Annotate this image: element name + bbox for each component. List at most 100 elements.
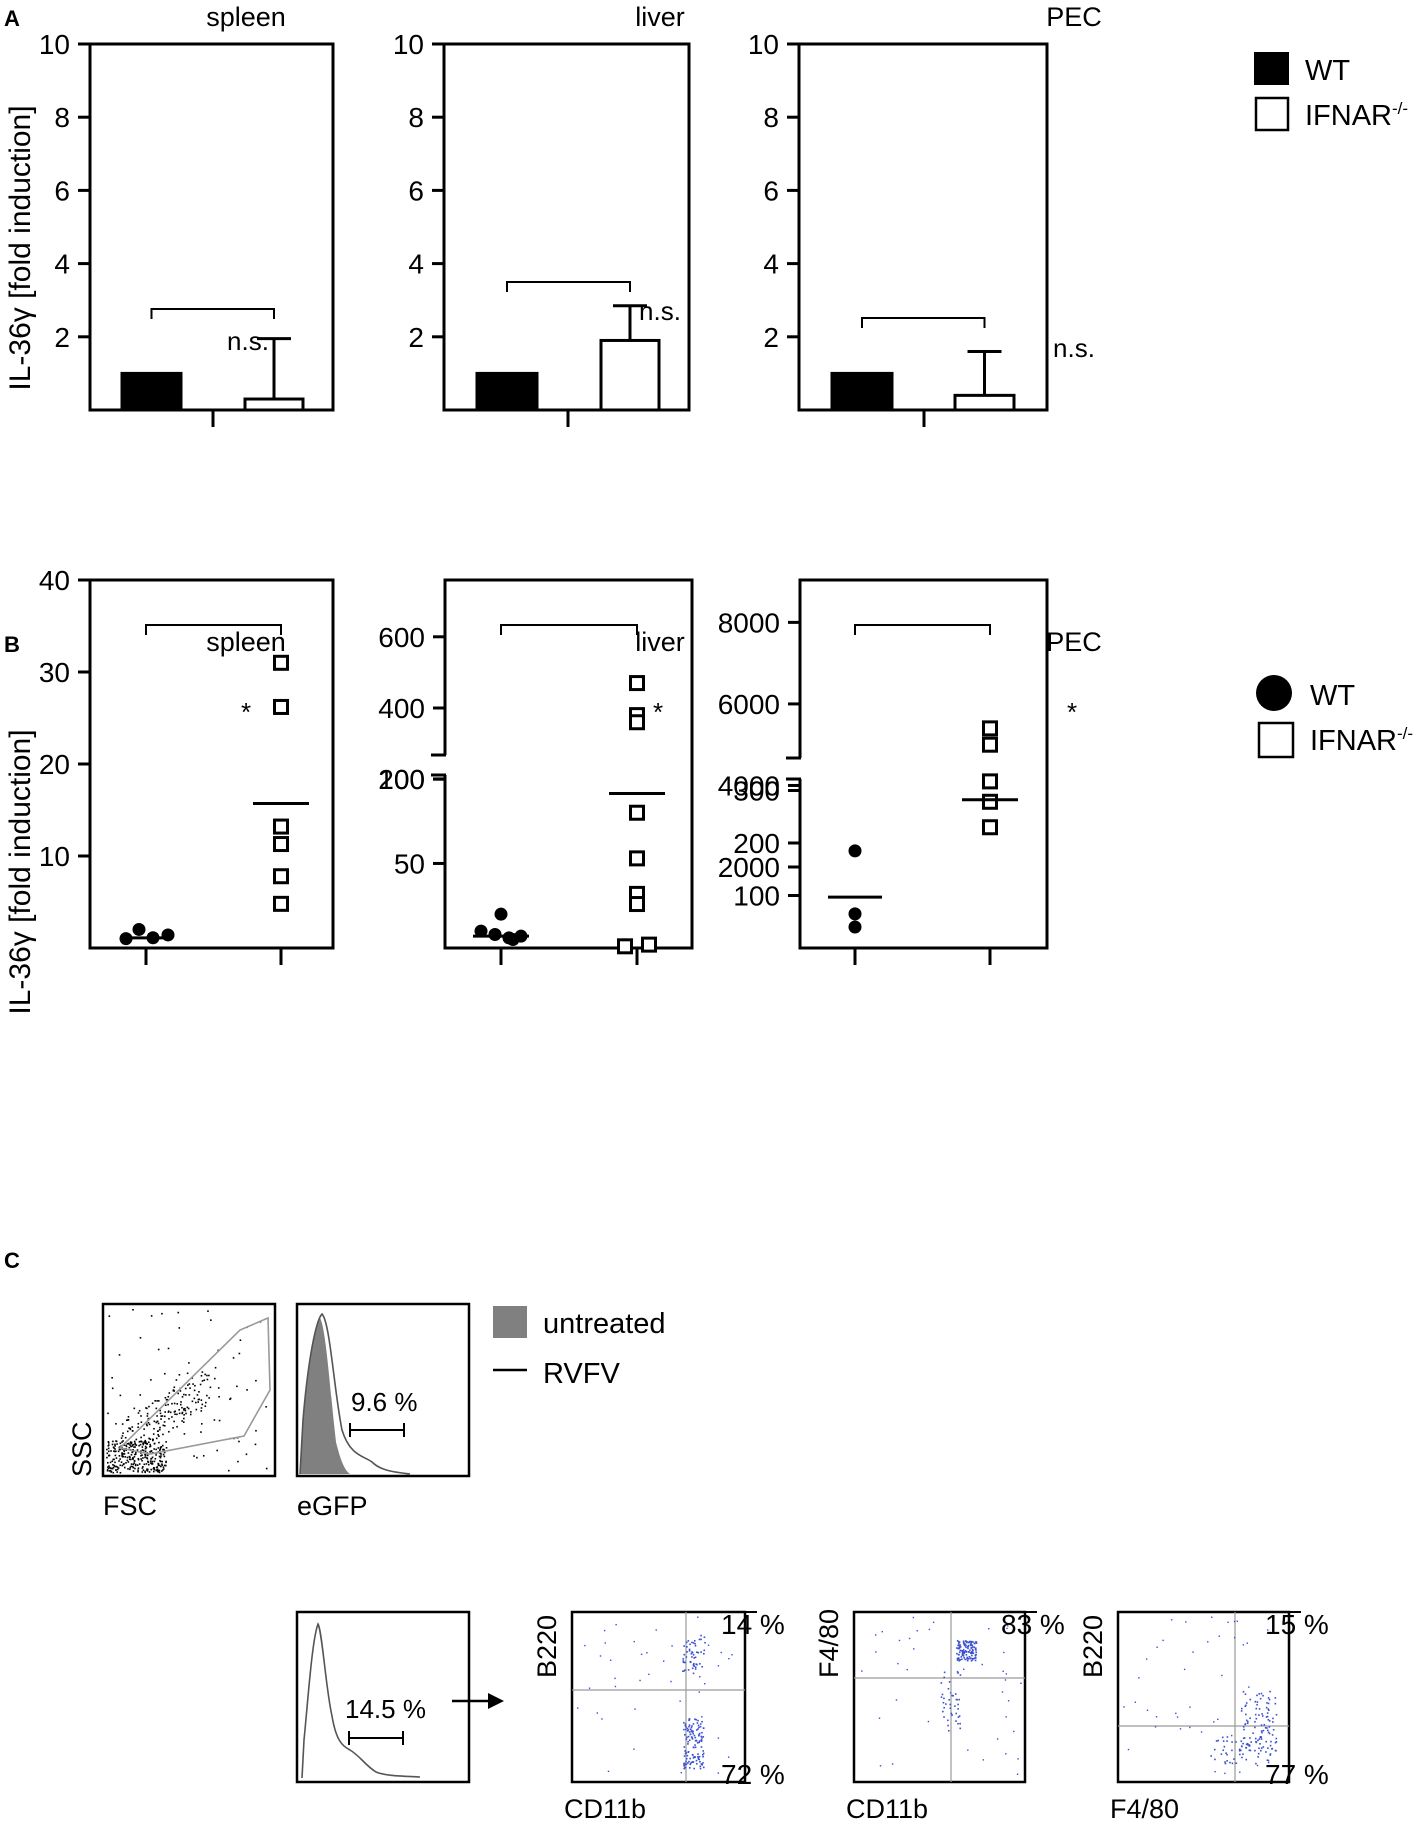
- point-ifnar: [629, 896, 645, 913]
- scatter-dot: [162, 1444, 164, 1447]
- scatter-dot: [1274, 1697, 1277, 1699]
- scatter-dot: [683, 1670, 685, 1672]
- scatter-dot: [141, 1467, 144, 1469]
- scatter-dot: [670, 1680, 672, 1683]
- scatter-dot: [214, 1366, 217, 1369]
- scatter-dot: [1272, 1728, 1275, 1731]
- scatter-dot: [1241, 1745, 1243, 1748]
- y-tick-label: 2: [763, 322, 779, 353]
- scatter-dot: [119, 1464, 122, 1467]
- scatter-dot: [698, 1734, 700, 1737]
- scatter-dot: [227, 1469, 230, 1472]
- scatter-dot: [110, 1450, 112, 1452]
- scatter-dot: [982, 1759, 985, 1761]
- scatter-dot: [151, 1402, 154, 1405]
- scatter-dot: [188, 1362, 190, 1364]
- scatter-dot: [688, 1725, 690, 1728]
- scatter-dot: [1239, 1753, 1241, 1756]
- scatter-dot: [1233, 1620, 1236, 1623]
- scatter-dot: [1267, 1708, 1270, 1710]
- scatter-dot: [687, 1740, 689, 1743]
- significance-bracket: [150, 308, 275, 319]
- scatter-dot: [685, 1738, 688, 1741]
- scatter-dot: [971, 1658, 974, 1661]
- scatter-dot: [161, 1460, 164, 1463]
- y-tick-label: 8000: [718, 607, 780, 638]
- scatter-dot: [949, 1692, 952, 1694]
- scatter-dot: [133, 1462, 136, 1464]
- scatter-dot: [156, 1420, 159, 1423]
- scatter-dot: [1248, 1749, 1251, 1752]
- scatter-dot: [130, 1458, 132, 1461]
- scatter-dot: [1272, 1717, 1274, 1720]
- scatter-dot: [975, 1651, 977, 1653]
- scatter-dot: [140, 1415, 142, 1417]
- scatter-dot: [1243, 1737, 1246, 1739]
- axis-frame: [797, 42, 1049, 412]
- scatter-dot: [1123, 1706, 1125, 1708]
- scatter-dot: [114, 1454, 117, 1457]
- scatter-dot: [1255, 1762, 1257, 1765]
- scatter-dot: [153, 1467, 155, 1469]
- scatter-dot: [1005, 1673, 1008, 1675]
- legend-c-untreated-marker: [493, 1306, 527, 1338]
- point-ifnar: [273, 895, 289, 912]
- scatter-dot: [878, 1717, 881, 1719]
- scatter-dot: [121, 1452, 123, 1454]
- point-wt: [848, 920, 862, 934]
- point-ifnar: [641, 936, 657, 953]
- scatter-dot: [964, 1650, 967, 1652]
- y-tick-label: 2000: [718, 852, 780, 883]
- scatter-dot: [144, 1453, 147, 1455]
- scatter-dot: [1272, 1721, 1274, 1723]
- scatter-dot: [169, 1411, 172, 1414]
- scatter-dot: [1231, 1762, 1234, 1765]
- scatter-dot: [1248, 1686, 1250, 1688]
- scatter-dot: [720, 1651, 722, 1654]
- axis-frame: [443, 578, 694, 950]
- scatter-dot: [121, 1453, 124, 1456]
- scatter-dot: [127, 1416, 130, 1418]
- scatter-dot: [975, 1649, 977, 1651]
- scatter-dot: [1185, 1621, 1187, 1623]
- scatter-dot: [139, 1336, 142, 1339]
- scatter-dot: [940, 1682, 943, 1684]
- quadrant-ylabel: B220: [532, 1615, 562, 1678]
- scatter-dot: [974, 1659, 977, 1662]
- scatter-dot: [137, 1470, 139, 1473]
- scatter-dot: [158, 1449, 161, 1451]
- scatter-dot: [140, 1436, 142, 1439]
- scatter-dot: [145, 1407, 147, 1409]
- scatter-dot: [168, 1392, 171, 1394]
- scatter-dot: [958, 1698, 960, 1701]
- scatter-dot: [192, 1383, 194, 1385]
- scatter-dot: [152, 1470, 155, 1473]
- scatter-dot: [159, 1426, 161, 1429]
- scatter-dot: [950, 1712, 953, 1715]
- scatter-dot: [119, 1458, 121, 1460]
- quadrant-xlabel: CD11b: [564, 1794, 646, 1824]
- scatter-dot: [165, 1398, 168, 1401]
- scatter-dot: [1217, 1739, 1220, 1742]
- scatter-dot: [127, 1468, 129, 1470]
- scatter-dot: [120, 1461, 123, 1464]
- scatter-dot: [107, 1412, 109, 1415]
- scatter-dot: [195, 1401, 197, 1404]
- scatter-dot: [107, 1442, 110, 1444]
- scatter-dot: [125, 1444, 127, 1447]
- scatter-dot: [125, 1449, 127, 1451]
- scatter-dot: [1255, 1740, 1257, 1743]
- scatter-dot: [115, 1465, 118, 1468]
- bar-wt: [120, 371, 183, 412]
- scatter-dot: [682, 1661, 685, 1664]
- scatter-dot: [160, 1470, 163, 1472]
- scatter-dot: [601, 1718, 603, 1720]
- scatter-dot: [116, 1468, 119, 1471]
- scatter-dot: [141, 1459, 143, 1462]
- scatter-dot: [204, 1373, 207, 1376]
- y-tick-label: 2: [408, 322, 424, 353]
- ssc-axis-label: SSC: [67, 1421, 97, 1477]
- scatter-dot: [945, 1703, 947, 1705]
- scatter-dot: [691, 1651, 694, 1654]
- scatter-dot: [646, 1652, 648, 1654]
